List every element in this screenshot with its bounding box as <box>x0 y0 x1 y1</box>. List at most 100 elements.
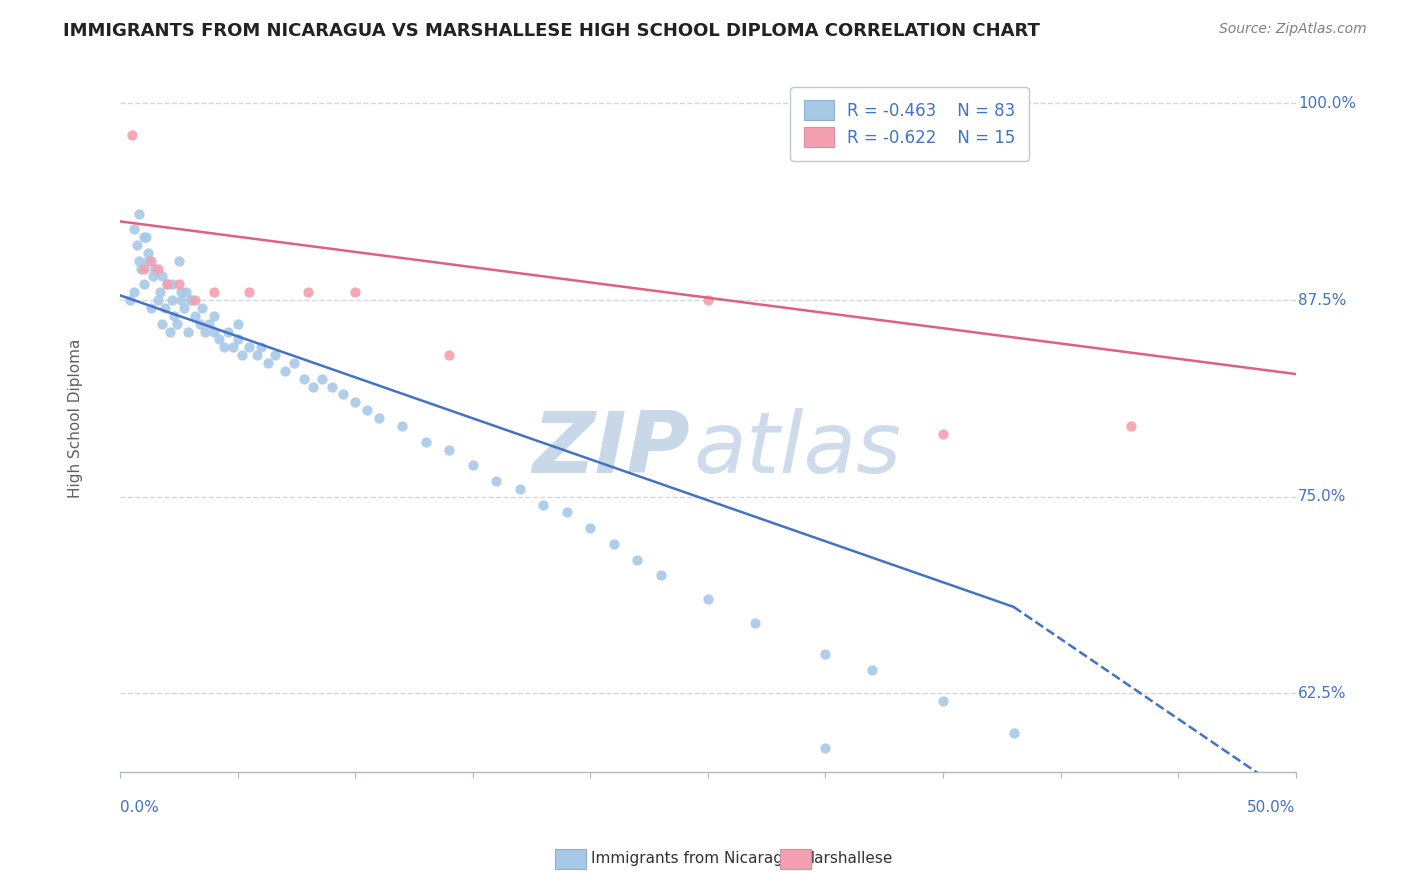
Point <box>174 285 197 300</box>
Point <box>292 372 315 386</box>
Point <box>149 285 172 300</box>
Point <box>160 293 183 307</box>
Point <box>208 332 231 346</box>
Point <box>121 128 143 142</box>
Point <box>132 261 155 276</box>
Point <box>128 253 150 268</box>
Point <box>138 253 160 268</box>
Point <box>1119 419 1142 434</box>
Point <box>125 238 148 252</box>
Point <box>650 568 672 582</box>
Point <box>439 442 461 457</box>
Point <box>177 325 200 339</box>
Point <box>128 206 150 220</box>
Point <box>344 395 367 409</box>
Text: Immigrants from Nicaragua: Immigrants from Nicaragua <box>591 851 801 865</box>
Text: atlas: atlas <box>693 409 901 491</box>
Point <box>122 222 145 236</box>
Point <box>152 269 174 284</box>
Point <box>139 301 162 315</box>
Point <box>226 332 249 346</box>
Point <box>696 592 718 607</box>
Point <box>311 372 333 386</box>
Point <box>391 419 413 434</box>
Point <box>321 379 343 393</box>
Point <box>180 293 202 307</box>
Point <box>302 379 325 393</box>
Point <box>226 317 249 331</box>
Point <box>131 261 153 276</box>
Point <box>156 277 179 292</box>
Point <box>439 348 461 362</box>
Point <box>212 340 235 354</box>
Point <box>153 301 176 315</box>
Text: 50.0%: 50.0% <box>1247 800 1296 815</box>
Point <box>202 325 225 339</box>
Point <box>135 230 157 244</box>
Text: ZIP: ZIP <box>533 409 690 491</box>
Text: Source: ZipAtlas.com: Source: ZipAtlas.com <box>1219 22 1367 37</box>
Point <box>415 434 437 449</box>
Point <box>152 317 174 331</box>
Point <box>191 301 214 315</box>
Point <box>579 521 602 535</box>
Point <box>264 348 287 362</box>
Point <box>132 230 155 244</box>
Point <box>188 317 211 331</box>
Point <box>166 317 188 331</box>
Point <box>531 498 554 512</box>
Text: 100.0%: 100.0% <box>1298 96 1355 111</box>
Point <box>744 615 766 630</box>
Text: High School Diploma: High School Diploma <box>67 338 83 498</box>
Point <box>461 458 484 473</box>
Point <box>132 277 155 292</box>
Point <box>198 317 221 331</box>
Point <box>274 364 297 378</box>
Text: IMMIGRANTS FROM NICARAGUA VS MARSHALLESE HIGH SCHOOL DIPLOMA CORRELATION CHART: IMMIGRANTS FROM NICARAGUA VS MARSHALLESE… <box>63 22 1040 40</box>
Point <box>159 325 181 339</box>
Point <box>555 506 578 520</box>
Point <box>862 663 884 677</box>
Point <box>332 387 354 401</box>
Point <box>118 293 141 307</box>
Point <box>145 261 167 276</box>
Point <box>167 253 190 268</box>
Point <box>814 647 837 661</box>
Point <box>245 348 267 362</box>
Point <box>122 285 145 300</box>
Point <box>222 340 245 354</box>
Text: 75.0%: 75.0% <box>1298 489 1347 504</box>
Point <box>167 277 190 292</box>
Point <box>170 285 193 300</box>
Point <box>163 309 186 323</box>
Point <box>238 285 260 300</box>
Text: 0.0%: 0.0% <box>120 800 159 815</box>
Point <box>367 411 389 425</box>
Point <box>1002 725 1025 739</box>
Point <box>146 293 169 307</box>
Point <box>238 340 260 354</box>
Point <box>696 293 718 307</box>
Point <box>603 537 626 551</box>
Text: 62.5%: 62.5% <box>1298 686 1347 701</box>
Point <box>180 293 202 307</box>
Point <box>202 285 225 300</box>
Point <box>194 325 217 339</box>
Point <box>138 245 160 260</box>
Point <box>932 426 955 441</box>
Legend: R = -0.463    N = 83, R = -0.622    N = 15: R = -0.463 N = 83, R = -0.622 N = 15 <box>790 87 1029 161</box>
Point <box>257 356 280 370</box>
Text: 87.5%: 87.5% <box>1298 293 1347 308</box>
Point <box>184 309 207 323</box>
Point <box>139 253 162 268</box>
Point <box>202 309 225 323</box>
Point <box>184 293 207 307</box>
Point <box>485 474 508 488</box>
Point <box>344 285 367 300</box>
Point <box>160 277 183 292</box>
Point <box>283 356 305 370</box>
Point <box>145 261 167 276</box>
Point <box>217 325 239 339</box>
Point <box>297 285 319 300</box>
Point <box>509 482 531 496</box>
